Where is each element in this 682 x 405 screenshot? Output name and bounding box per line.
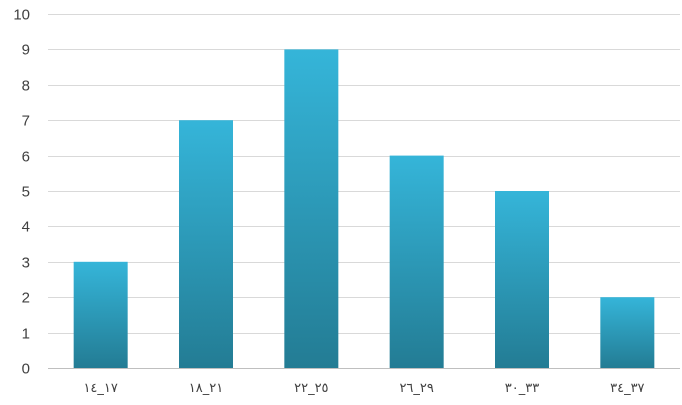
bar (600, 297, 655, 368)
bar (179, 120, 233, 368)
y-axis-ticks: 0 1 2 3 4 5 6 7 8 9 10 (13, 7, 30, 378)
bar (495, 191, 549, 368)
y-tick-label: 7 (22, 113, 30, 130)
y-tick-label: 4 (22, 219, 30, 236)
x-category-label: ٢٥_٢٢ (294, 381, 328, 396)
bar (284, 49, 339, 369)
y-tick-label: 3 (22, 255, 30, 272)
y-tick-label: 6 (22, 149, 30, 166)
x-category-label: ٢٩_٢٦ (399, 381, 433, 396)
gridlines (48, 14, 680, 369)
bar (389, 155, 444, 368)
bar (73, 261, 128, 368)
x-category-label: ١٧_١٤ (83, 381, 117, 396)
y-tick-label: 8 (22, 78, 30, 95)
bars (73, 49, 655, 369)
y-tick-label: 10 (13, 7, 30, 24)
y-tick-label: 9 (22, 42, 30, 59)
x-category-label: ٢١_١٨ (189, 381, 223, 396)
y-tick-label: 1 (22, 326, 30, 343)
x-axis-labels: ١٧_١٤ ٢١_١٨ ٢٥_٢٢ ٢٩_٢٦ ٣٣_٣٠ ٣٧_٣٤ (83, 381, 644, 396)
y-tick-label: 5 (22, 184, 30, 201)
y-tick-label: 0 (22, 361, 30, 378)
x-category-label: ٣٣_٣٠ (505, 381, 539, 396)
x-category-label: ٣٧_٣٤ (610, 381, 644, 396)
y-tick-label: 2 (22, 290, 30, 307)
